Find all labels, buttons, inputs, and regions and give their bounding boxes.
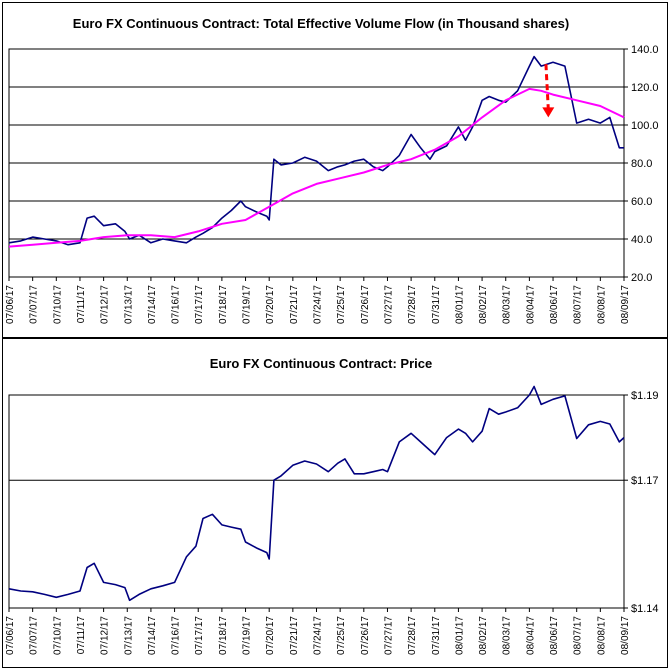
y-tick-label: 20.0	[631, 272, 652, 284]
x-tick-label: 08/07/17	[573, 616, 584, 655]
price-chart: Euro FX Continuous Contract: Price $1.14…	[5, 356, 659, 655]
y-tick-label: 140.0	[631, 44, 659, 56]
x-tick-label: 07/16/17	[171, 285, 182, 324]
series-line-main	[8, 385, 625, 602]
x-tick-label: 07/24/17	[313, 285, 324, 324]
x-tick-label: 07/25/17	[336, 285, 347, 324]
x-tick-label: 07/27/17	[383, 285, 394, 324]
y-tick-label: 120.0	[631, 82, 659, 94]
x-tick-label: 08/06/17	[549, 285, 560, 324]
x-tick-label: 07/10/17	[52, 616, 63, 655]
x-tick-label: 07/18/17	[218, 285, 229, 324]
x-tick-label: 08/08/17	[596, 616, 607, 655]
annotation-arrow-shaft	[544, 64, 550, 110]
series-line-main	[8, 55, 624, 246]
x-tick-label: 08/03/17	[502, 616, 513, 655]
y-tick-label: $1.19	[631, 390, 659, 402]
x-tick-label: 07/31/17	[431, 285, 442, 324]
y-tick-label: 100.0	[631, 120, 659, 132]
x-tick-label: 08/09/17	[620, 616, 631, 655]
x-tick-label: 07/10/17	[52, 285, 63, 324]
volume-flow-chart: Euro FX Continuous Contract: Total Effec…	[5, 16, 659, 324]
x-tick-label: 08/02/17	[478, 616, 489, 655]
x-tick-label: 07/14/17	[147, 285, 158, 324]
price-chart-panel: Euro FX Continuous Contract: Price $1.14…	[2, 338, 668, 668]
x-tick-label: 07/12/17	[100, 285, 111, 324]
y-tick-label: 60.0	[631, 196, 652, 208]
y-tick-label: $1.14	[631, 603, 659, 615]
x-tick-label: 07/16/17	[171, 616, 182, 655]
x-tick-label: 07/24/17	[313, 616, 324, 655]
x-tick-label: 07/07/17	[29, 285, 40, 324]
x-tick-label: 07/26/17	[360, 285, 371, 324]
x-tick-label: 08/01/17	[454, 285, 465, 324]
x-tick-label: 07/06/17	[5, 616, 16, 655]
x-tick-label: 07/26/17	[360, 616, 371, 655]
x-tick-label: 08/04/17	[525, 616, 536, 655]
chart-title: Euro FX Continuous Contract: Price	[210, 356, 432, 371]
volume-flow-chart-panel: Euro FX Continuous Contract: Total Effec…	[2, 2, 668, 338]
x-tick-label: 08/09/17	[620, 285, 631, 324]
x-tick-label: 08/03/17	[502, 285, 513, 324]
x-tick-label: 08/01/17	[454, 616, 465, 655]
series-line-average	[8, 87, 625, 248]
x-tick-label: 07/19/17	[242, 285, 253, 324]
x-tick-label: 07/28/17	[407, 616, 418, 655]
x-tick-label: 07/28/17	[407, 285, 418, 324]
x-tick-label: 07/19/17	[242, 616, 253, 655]
chart-title: Euro FX Continuous Contract: Total Effec…	[73, 16, 569, 31]
x-tick-label: 07/21/17	[289, 616, 300, 655]
x-tick-label: 07/31/17	[431, 616, 442, 655]
y-tick-label: $1.17	[631, 475, 659, 487]
x-tick-label: 07/18/17	[218, 616, 229, 655]
x-tick-label: 07/07/17	[29, 616, 40, 655]
annotation-arrow-head	[542, 107, 555, 118]
x-tick-label: 08/02/17	[478, 285, 489, 324]
x-tick-label: 08/04/17	[525, 285, 536, 324]
x-tick-label: 07/20/17	[265, 616, 276, 655]
y-tick-label: 80.0	[631, 158, 652, 170]
x-tick-label: 07/25/17	[336, 616, 347, 655]
x-tick-label: 08/08/17	[596, 285, 607, 324]
x-tick-label: 07/20/17	[265, 285, 276, 324]
x-tick-label: 07/11/17	[76, 285, 87, 324]
x-tick-label: 07/12/17	[100, 616, 111, 655]
x-tick-label: 07/14/17	[147, 616, 158, 655]
x-tick-label: 07/06/17	[5, 285, 16, 324]
x-tick-label: 07/13/17	[123, 616, 134, 655]
x-tick-label: 07/13/17	[123, 285, 134, 324]
x-tick-label: 08/07/17	[573, 285, 584, 324]
y-tick-label: 40.0	[631, 234, 652, 246]
x-tick-label: 07/27/17	[383, 616, 394, 655]
annotation-arrow	[542, 64, 555, 118]
x-tick-label: 07/11/17	[76, 616, 87, 655]
x-tick-label: 07/17/17	[194, 285, 205, 324]
x-tick-label: 07/17/17	[194, 616, 205, 655]
x-tick-label: 07/21/17	[289, 285, 300, 324]
x-tick-label: 08/06/17	[549, 616, 560, 655]
